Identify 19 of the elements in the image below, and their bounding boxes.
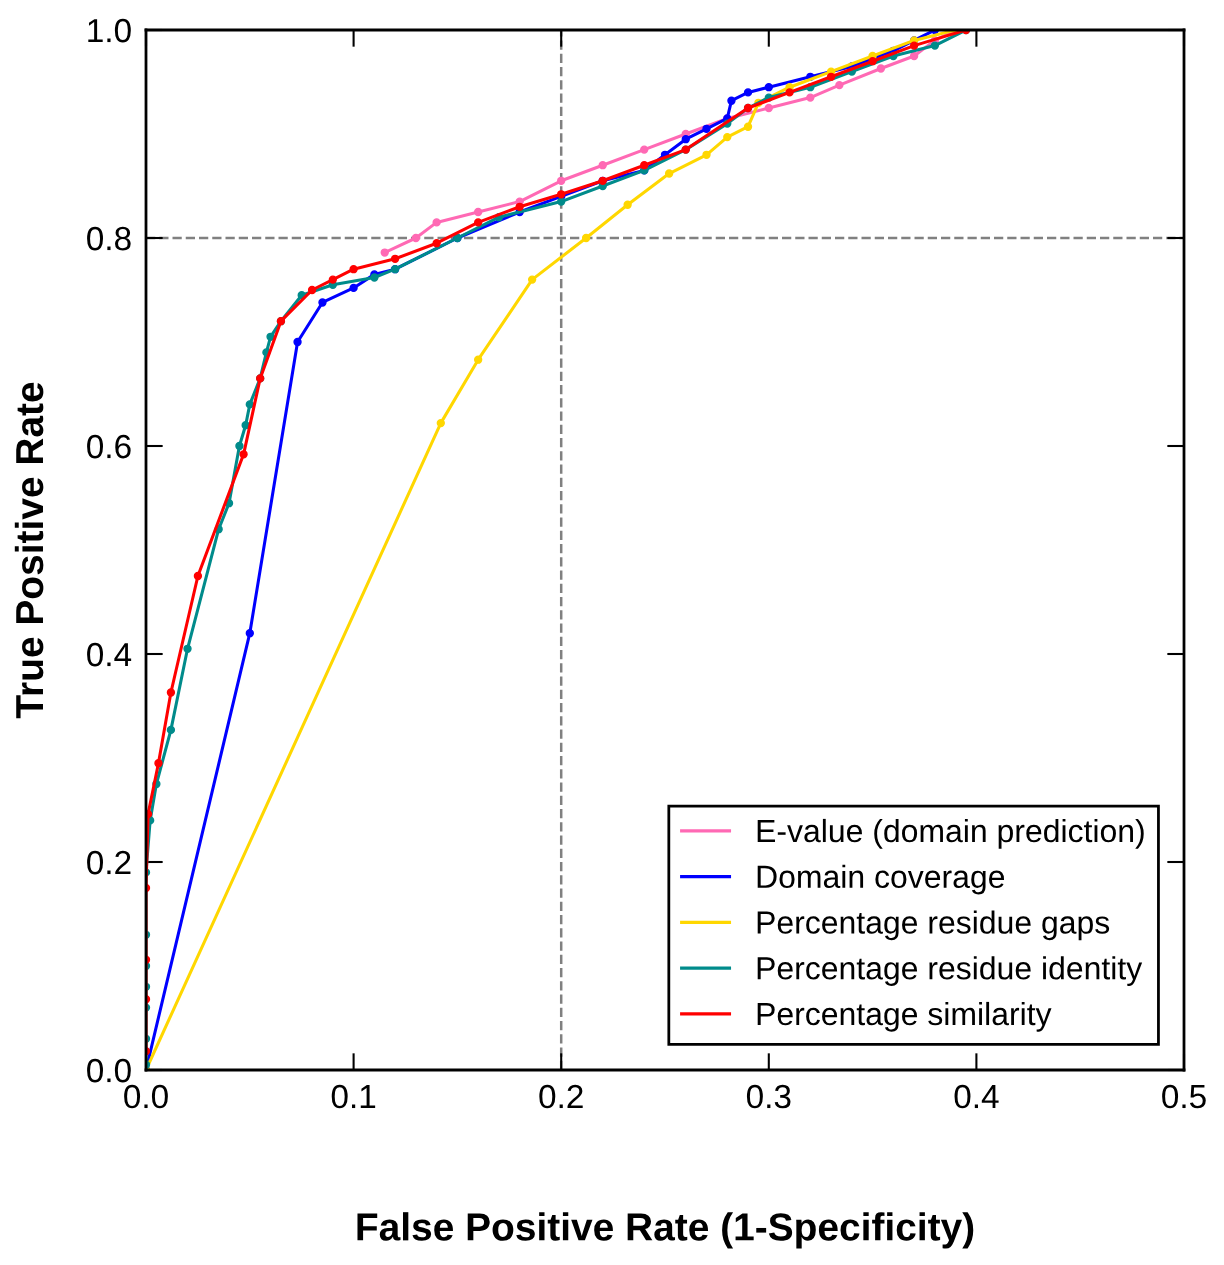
x-tick-label: 0.5 xyxy=(1162,1084,1206,1109)
y-tick-label: 0.2 xyxy=(87,850,131,875)
x-tick-label: 0.1 xyxy=(331,1084,376,1109)
legend-label: Percentage residue gaps xyxy=(757,910,1110,941)
x-axis-title: False Positive Rate (1-Specificity) xyxy=(357,1212,974,1249)
legend-label: Percentage residue identity xyxy=(757,956,1143,986)
x-tick-label: 0.4 xyxy=(954,1084,999,1109)
y-tick-label: 1.0 xyxy=(88,18,131,43)
y-axis-title: True Positive Rate xyxy=(14,382,44,719)
y-tick-label: 0.8 xyxy=(87,226,131,251)
y-tick-label: 0.6 xyxy=(87,434,131,459)
x-tick-label: 0.3 xyxy=(746,1084,791,1109)
legend-label: E-value (domain prediction) xyxy=(757,818,1144,849)
y-tick-label: 0.0 xyxy=(87,1058,131,1083)
x-tick-label: 0.0 xyxy=(124,1084,168,1109)
legend-label: Percentage similarity xyxy=(757,1001,1052,1032)
y-tick-label: 0.4 xyxy=(87,642,132,667)
legend-label: Domain coverage xyxy=(757,864,1005,895)
x-tick-label: 0.2 xyxy=(539,1084,583,1109)
